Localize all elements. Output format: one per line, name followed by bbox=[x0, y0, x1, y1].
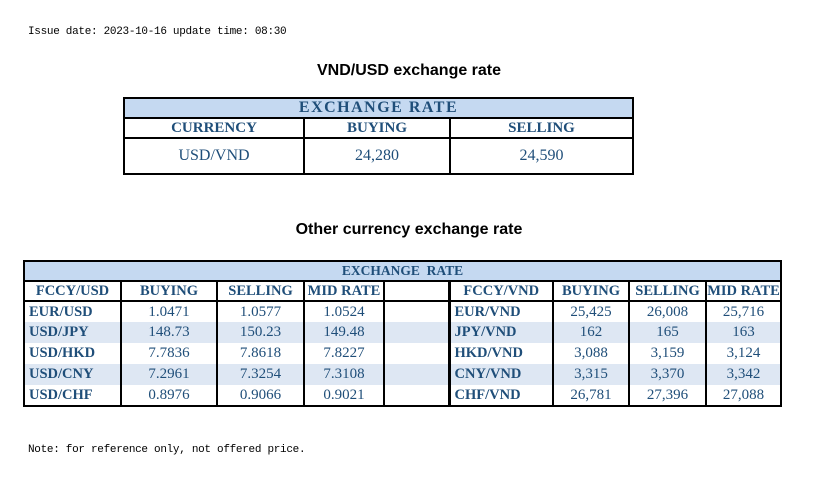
mid-rate-cell: 1.0524 bbox=[303, 301, 385, 322]
selling-cell: 27,396 bbox=[628, 385, 707, 406]
col-header-buying: BUYING bbox=[303, 117, 451, 139]
selling-cell: 3,159 bbox=[628, 343, 707, 364]
table-row: USD/CHF 0.8976 0.9066 0.9021 CHF/VND 26,… bbox=[23, 385, 783, 406]
pair-cell: EUR/USD bbox=[23, 301, 122, 322]
table-row: USD/JPY 148.73 150.23 149.48 JPY/VND 162… bbox=[23, 322, 783, 343]
col-header-usd-selling: SELLING bbox=[216, 280, 305, 302]
mid-rate-cell: 7.3108 bbox=[303, 364, 385, 385]
buying-cell: 148.73 bbox=[120, 322, 218, 343]
pair-cell: EUR/VND bbox=[447, 301, 554, 322]
col-header-currency: CURRENCY bbox=[123, 117, 305, 139]
table2-title: EXCHANGE RATE bbox=[22, 260, 783, 282]
mid-rate-cell: 163 bbox=[704, 322, 783, 343]
col-header-usd-buying: BUYING bbox=[120, 280, 218, 302]
issue-date-line: Issue date: 2023-10-16 update time: 08:3… bbox=[28, 26, 287, 38]
buying-cell: 24,280 bbox=[303, 137, 451, 175]
buying-cell: 7.7836 bbox=[120, 343, 218, 364]
selling-cell: 150.23 bbox=[216, 322, 305, 343]
selling-cell: 7.3254 bbox=[216, 364, 305, 385]
spacer-cell bbox=[383, 322, 450, 343]
usd-vnd-row: USD/VND 24,280 24,590 bbox=[123, 137, 635, 175]
pair-cell: CHF/VND bbox=[447, 385, 554, 406]
col-header-fccy-vnd: FCCY/VND bbox=[447, 280, 554, 302]
note-line: Note: for reference only, not offered pr… bbox=[28, 444, 306, 456]
usd-vnd-rate-table: EXCHANGE RATE CURRENCY BUYING SELLING US… bbox=[122, 97, 635, 175]
title-vnd-usd: VND/USD exchange rate bbox=[316, 62, 502, 79]
pair-cell: HKD/VND bbox=[447, 343, 554, 364]
col-header-selling: SELLING bbox=[448, 117, 635, 139]
buying-cell: 3,315 bbox=[552, 364, 630, 385]
table2-column-header-row: FCCY/USD BUYING SELLING MID RATE FCCY/VN… bbox=[23, 280, 783, 302]
table2-header-row: EXCHANGE RATE bbox=[22, 260, 783, 282]
table1-header-row: EXCHANGE RATE bbox=[122, 97, 635, 119]
col-header-usd-mid-rate: MID RATE bbox=[303, 280, 385, 302]
spacer-cell bbox=[383, 364, 450, 385]
currency-cell: USD/VND bbox=[123, 137, 305, 175]
mid-rate-cell: 7.8227 bbox=[303, 343, 385, 364]
other-currency-rate-table: EXCHANGE RATE FCCY/USD BUYING SELLING MI… bbox=[22, 260, 783, 407]
pair-cell: USD/CNY bbox=[23, 364, 122, 385]
mid-rate-cell: 27,088 bbox=[704, 385, 783, 406]
spacer-cell bbox=[383, 301, 450, 322]
col-header-vnd-mid-rate: MID RATE bbox=[704, 280, 783, 302]
buying-cell: 162 bbox=[552, 322, 630, 343]
title-other-currency: Other currency exchange rate bbox=[295, 221, 523, 238]
pair-cell: JPY/VND bbox=[447, 322, 554, 343]
selling-cell: 0.9066 bbox=[216, 385, 305, 406]
selling-cell: 1.0577 bbox=[216, 301, 305, 322]
spacer-cell bbox=[383, 385, 450, 406]
selling-cell: 26,008 bbox=[628, 301, 707, 322]
selling-cell: 7.8618 bbox=[216, 343, 305, 364]
col-header-vnd-selling: SELLING bbox=[628, 280, 707, 302]
col-header-fccy-usd: FCCY/USD bbox=[23, 280, 122, 302]
pair-cell: USD/JPY bbox=[23, 322, 122, 343]
spacer-cell bbox=[383, 343, 450, 364]
mid-rate-cell: 149.48 bbox=[303, 322, 385, 343]
spacer-header-cell bbox=[383, 280, 450, 302]
mid-rate-cell: 25,716 bbox=[704, 301, 783, 322]
buying-cell: 7.2961 bbox=[120, 364, 218, 385]
buying-cell: 26,781 bbox=[552, 385, 630, 406]
selling-cell: 165 bbox=[628, 322, 707, 343]
buying-cell: 1.0471 bbox=[120, 301, 218, 322]
col-header-vnd-buying: BUYING bbox=[552, 280, 630, 302]
table-row: EUR/USD 1.0471 1.0577 1.0524 EUR/VND 25,… bbox=[23, 301, 783, 322]
pair-cell: USD/HKD bbox=[23, 343, 122, 364]
mid-rate-cell: 3,342 bbox=[704, 364, 783, 385]
mid-rate-cell: 0.9021 bbox=[303, 385, 385, 406]
table1-title: EXCHANGE RATE bbox=[122, 97, 635, 119]
pair-cell: USD/CHF bbox=[23, 385, 122, 406]
pair-cell: CNY/VND bbox=[447, 364, 554, 385]
table-row: USD/CNY 7.2961 7.3254 7.3108 CNY/VND 3,3… bbox=[23, 364, 783, 385]
table1-column-header-row: CURRENCY BUYING SELLING bbox=[123, 117, 635, 139]
table-row: USD/HKD 7.7836 7.8618 7.8227 HKD/VND 3,0… bbox=[23, 343, 783, 364]
mid-rate-cell: 3,124 bbox=[704, 343, 783, 364]
buying-cell: 25,425 bbox=[552, 301, 630, 322]
selling-cell: 24,590 bbox=[448, 137, 635, 175]
selling-cell: 3,370 bbox=[628, 364, 707, 385]
buying-cell: 3,088 bbox=[552, 343, 630, 364]
buying-cell: 0.8976 bbox=[120, 385, 218, 406]
